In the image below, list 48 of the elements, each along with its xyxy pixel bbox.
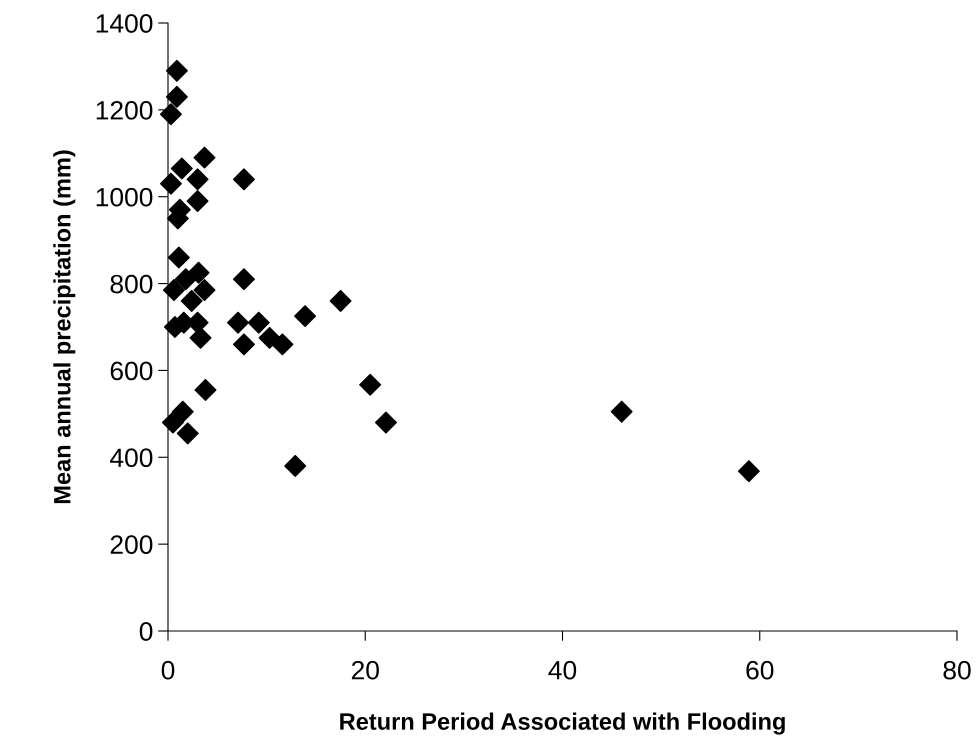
point: [180, 290, 203, 312]
point: [162, 412, 184, 434]
point: [271, 333, 294, 356]
point: [166, 86, 188, 108]
point: [227, 312, 250, 334]
point: [232, 268, 255, 290]
point: [160, 103, 182, 126]
x-axis-title: Return Period Associated with Flooding: [340, 712, 785, 735]
x-tick-label: 40: [548, 660, 576, 680]
point: [248, 312, 270, 334]
point: [162, 279, 185, 302]
x-tick-label: 0: [162, 660, 174, 680]
point: [232, 168, 255, 190]
y-tick-label: 1200: [96, 100, 152, 120]
point: [168, 246, 190, 269]
y-axis-title: Mean annual precipitation (mm): [53, 150, 76, 504]
point: [232, 333, 255, 356]
y-tick-label: 200: [110, 535, 152, 554]
point: [190, 326, 212, 349]
point: [193, 146, 216, 169]
point: [186, 190, 209, 212]
point: [330, 290, 352, 312]
y-tick-label: 400: [110, 448, 152, 468]
y-tick-label: 0: [140, 622, 152, 641]
point: [170, 157, 193, 180]
point: [258, 326, 281, 349]
y-tick-label: 1400: [96, 14, 152, 33]
x-tick-label: 60: [746, 660, 774, 680]
point: [194, 378, 216, 401]
point: [176, 422, 199, 444]
point: [284, 454, 306, 477]
point: [610, 400, 633, 423]
point: [359, 374, 382, 396]
point: [193, 279, 216, 302]
y-tick-label: 800: [110, 274, 152, 294]
point: [160, 172, 182, 195]
point: [294, 305, 316, 328]
y-tick-label: 1000: [96, 188, 152, 207]
point: [166, 60, 188, 82]
x-tick-label: 80: [943, 660, 971, 680]
point: [188, 262, 210, 284]
y-tick-label: 600: [110, 362, 152, 380]
point: [172, 400, 194, 423]
x-tick-label: 20: [352, 660, 379, 680]
point: [186, 168, 209, 190]
point: [174, 268, 197, 290]
point: [374, 412, 397, 434]
point: [738, 460, 760, 482]
